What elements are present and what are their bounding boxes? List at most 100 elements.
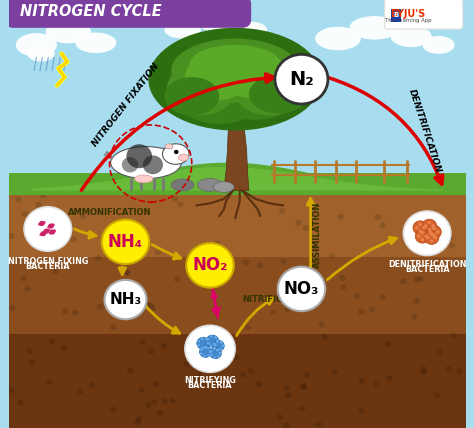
Circle shape xyxy=(185,325,235,372)
Circle shape xyxy=(417,276,424,282)
Circle shape xyxy=(431,224,435,228)
Circle shape xyxy=(424,231,439,244)
Polygon shape xyxy=(9,163,466,195)
Circle shape xyxy=(431,235,437,241)
Circle shape xyxy=(436,230,439,234)
Circle shape xyxy=(428,218,435,224)
Circle shape xyxy=(337,214,344,220)
Ellipse shape xyxy=(39,232,47,236)
Circle shape xyxy=(415,229,430,243)
Circle shape xyxy=(220,348,223,351)
Circle shape xyxy=(162,398,168,404)
Circle shape xyxy=(210,350,213,352)
Circle shape xyxy=(446,366,452,372)
Circle shape xyxy=(428,230,432,234)
Ellipse shape xyxy=(135,175,153,183)
Circle shape xyxy=(8,387,15,393)
Circle shape xyxy=(213,342,215,345)
Circle shape xyxy=(384,341,391,347)
Circle shape xyxy=(428,228,431,231)
Circle shape xyxy=(210,335,212,338)
Circle shape xyxy=(200,348,202,351)
Circle shape xyxy=(148,348,154,354)
Text: N₂: N₂ xyxy=(289,70,314,89)
Circle shape xyxy=(414,298,420,304)
Ellipse shape xyxy=(190,45,281,83)
Circle shape xyxy=(430,239,434,243)
Text: NITRIFICATION: NITRIFICATION xyxy=(242,295,311,304)
Circle shape xyxy=(331,369,337,375)
Circle shape xyxy=(40,193,46,199)
Circle shape xyxy=(434,392,440,398)
Circle shape xyxy=(430,232,434,236)
Circle shape xyxy=(295,299,301,305)
Circle shape xyxy=(201,347,203,349)
Circle shape xyxy=(275,54,328,104)
Circle shape xyxy=(110,324,116,330)
Circle shape xyxy=(62,309,68,315)
Circle shape xyxy=(48,339,55,345)
Circle shape xyxy=(48,214,55,220)
Circle shape xyxy=(207,354,210,357)
Circle shape xyxy=(426,236,430,239)
Ellipse shape xyxy=(213,182,234,193)
Circle shape xyxy=(47,229,54,235)
Bar xyxy=(9,188,466,428)
Circle shape xyxy=(304,372,310,378)
Circle shape xyxy=(233,354,239,360)
Circle shape xyxy=(214,336,217,339)
Circle shape xyxy=(420,366,427,372)
Circle shape xyxy=(200,346,211,357)
Circle shape xyxy=(216,349,219,351)
Circle shape xyxy=(18,400,24,406)
Circle shape xyxy=(456,368,463,374)
Circle shape xyxy=(70,236,77,242)
Circle shape xyxy=(203,357,210,363)
Circle shape xyxy=(217,355,220,358)
Polygon shape xyxy=(224,120,249,190)
Circle shape xyxy=(206,342,209,345)
Text: NO₂: NO₂ xyxy=(192,256,228,274)
Circle shape xyxy=(170,398,176,404)
Ellipse shape xyxy=(164,21,201,39)
Bar xyxy=(9,334,466,428)
Circle shape xyxy=(424,235,428,238)
Circle shape xyxy=(315,421,322,427)
Circle shape xyxy=(255,381,262,387)
Circle shape xyxy=(375,214,381,220)
Circle shape xyxy=(447,235,454,241)
Circle shape xyxy=(193,247,200,253)
Text: BACTERIA: BACTERIA xyxy=(188,381,232,390)
Circle shape xyxy=(219,352,222,354)
Ellipse shape xyxy=(49,229,56,235)
Circle shape xyxy=(319,321,325,327)
Circle shape xyxy=(339,275,346,281)
Circle shape xyxy=(206,335,219,347)
Circle shape xyxy=(214,240,220,246)
Circle shape xyxy=(48,223,54,229)
Ellipse shape xyxy=(148,28,322,131)
Circle shape xyxy=(403,211,451,256)
Ellipse shape xyxy=(198,178,223,191)
Circle shape xyxy=(205,338,208,341)
Ellipse shape xyxy=(249,75,308,113)
Circle shape xyxy=(380,223,386,229)
Circle shape xyxy=(8,233,15,239)
Circle shape xyxy=(431,224,435,228)
Circle shape xyxy=(269,309,276,315)
Text: NH₄: NH₄ xyxy=(108,233,143,251)
Circle shape xyxy=(209,351,211,353)
Circle shape xyxy=(206,338,209,340)
Circle shape xyxy=(301,384,307,390)
Text: NH₃: NH₃ xyxy=(109,292,142,307)
Circle shape xyxy=(32,221,39,227)
Circle shape xyxy=(177,201,183,207)
Circle shape xyxy=(36,202,42,208)
Circle shape xyxy=(220,341,223,344)
Circle shape xyxy=(216,340,219,342)
Circle shape xyxy=(203,355,206,357)
Circle shape xyxy=(256,262,263,268)
Circle shape xyxy=(213,356,216,359)
Circle shape xyxy=(124,270,130,276)
Circle shape xyxy=(245,324,251,330)
